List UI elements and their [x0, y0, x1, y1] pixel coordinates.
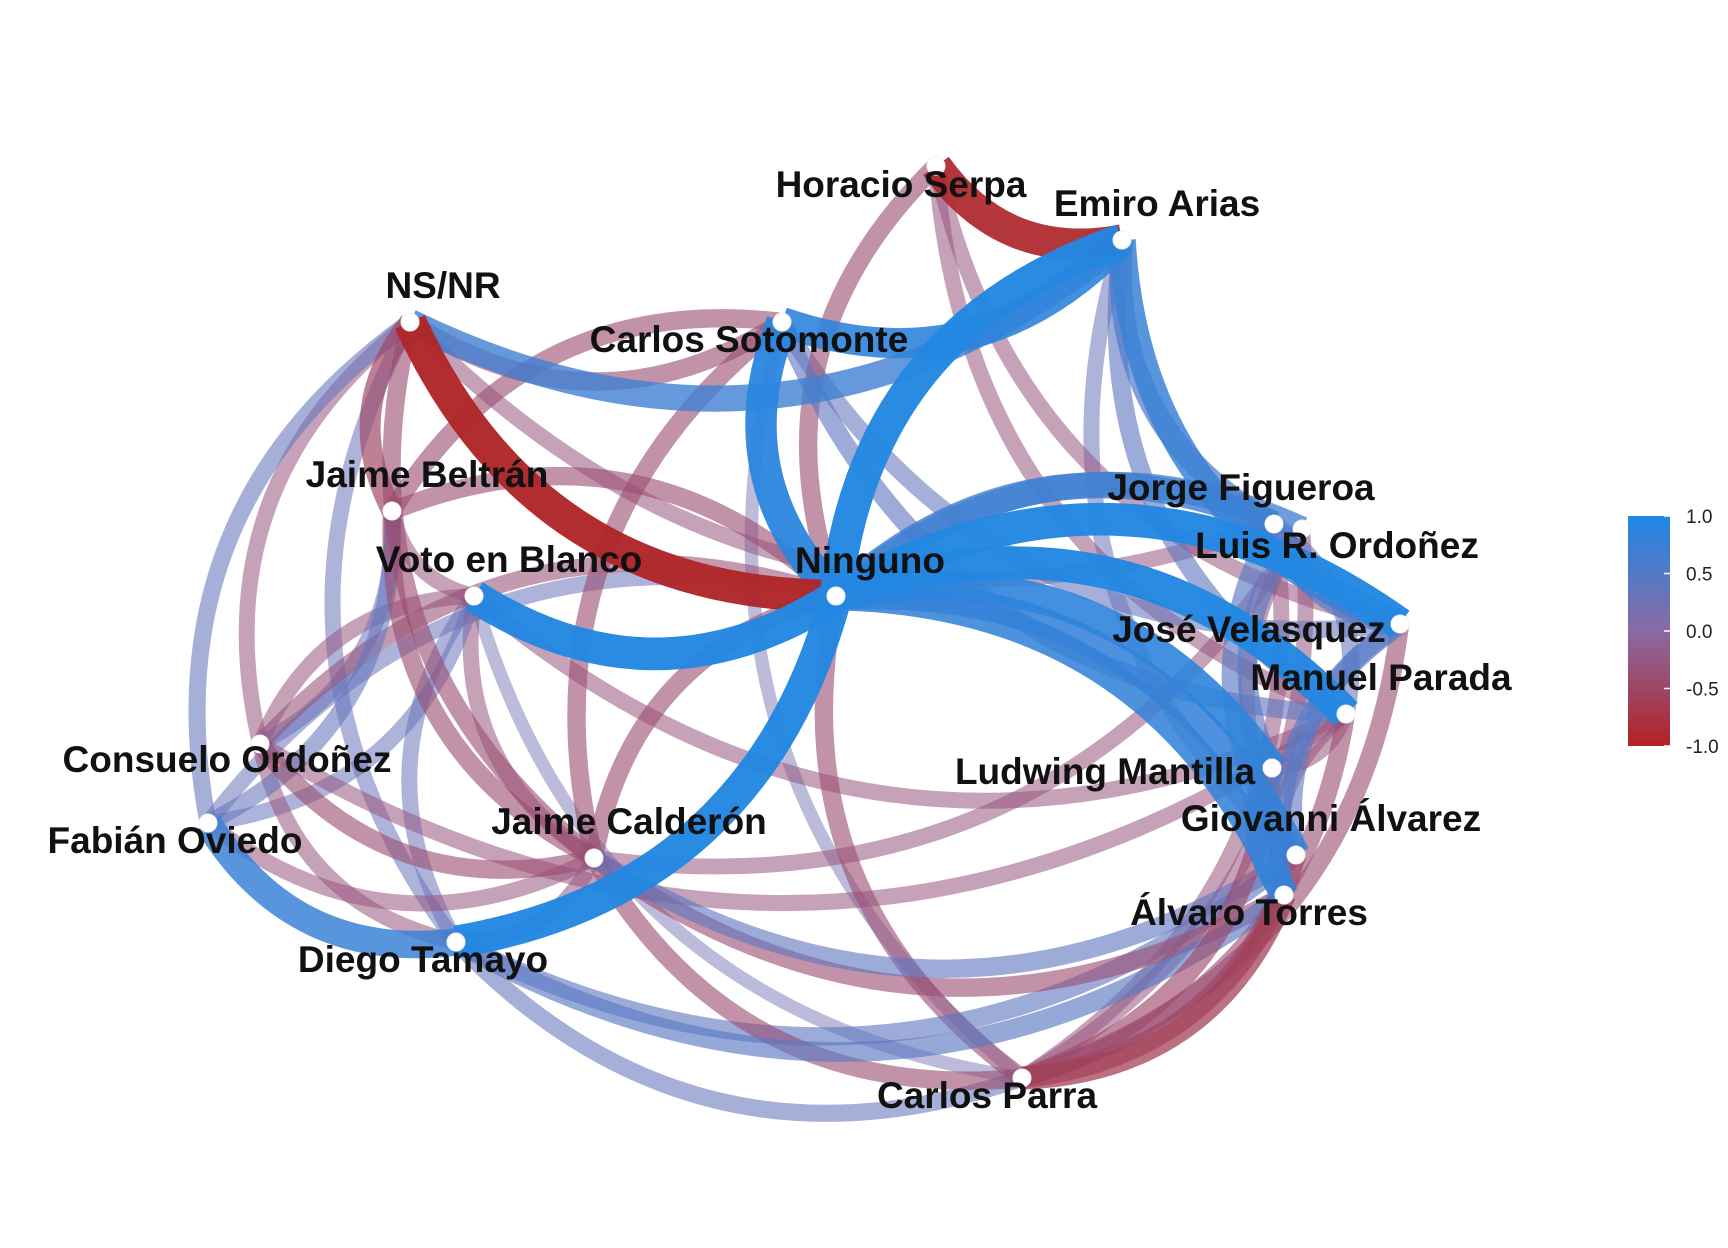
node-alvaro_torres — [1274, 885, 1294, 905]
node-manuel_parada — [1336, 704, 1356, 724]
node-carlos_parra — [1012, 1068, 1032, 1088]
node-label-carlos_sotomonte: Carlos Sotomonte — [590, 319, 909, 360]
node-luis_ordonez — [1292, 519, 1312, 539]
node-jose_velasquez — [1390, 614, 1410, 634]
edges-layer — [188, 156, 1410, 1122]
edge-diego_tamayo-alvaro_torres — [451, 887, 1290, 1062]
edge-carlos_sotomonte-jaime_beltran — [384, 309, 784, 516]
node-label-giovanni_alvarez: Giovanni Álvarez — [1181, 798, 1481, 839]
edge-carlos_sotomonte-ninguno — [745, 316, 848, 607]
node-label-jose_velasquez: José Velasquez — [1112, 609, 1386, 650]
node-label-emiro_arias: Emiro Arias — [1054, 183, 1260, 224]
edge-voto_blanco-diego_tamayo — [401, 591, 481, 946]
node-ninguno — [826, 586, 846, 606]
node-diego_tamayo — [446, 932, 466, 952]
edge-fabian_oviedo-diego_tamayo — [196, 815, 458, 959]
legend-tick-label: 1.0 — [1686, 507, 1712, 528]
node-label-nsnr: NS/NR — [385, 265, 500, 306]
edge-horacio_serpa-ninguno — [798, 159, 943, 600]
edge-voto_blanco-consuelo_ordonez — [252, 588, 475, 748]
edge-nsnr-jaime_beltran — [359, 315, 419, 516]
node-nsnr — [400, 312, 420, 332]
edge-nsnr-jaime_calderon — [382, 319, 600, 866]
legend-tick-label: -0.5 — [1686, 680, 1719, 701]
edge-emiro_arias-ninguno — [819, 224, 1128, 598]
node-label-fabian_oviedo: Fabián Oviedo — [48, 820, 303, 861]
node-label-carlos_parra: Carlos Parra — [877, 1075, 1097, 1116]
edge-alvaro_torres-ninguno — [835, 581, 1298, 901]
edge-nsnr-ninguno — [395, 315, 837, 613]
node-label-luis_ordonez: Luis R. Ordoñez — [1195, 525, 1479, 566]
edge-fabian_oviedo-voto_blanco — [206, 593, 482, 831]
edge-consuelo_ordonez-jaime_calderon — [252, 738, 597, 879]
edge-consuelo_ordonez-manuel_parada — [255, 707, 1351, 911]
node-label-horacio_serpa: Horacio Serpa — [776, 164, 1027, 205]
node-label-jorge_figueroa: Jorge Figueroa — [1107, 467, 1375, 508]
node-ludwing_mantilla — [1262, 758, 1282, 778]
node-label-consuelo_ordonez: Consuelo Ordoñez — [63, 739, 392, 780]
node-carlos_sotomonte — [772, 312, 792, 332]
node-jaime_calderon — [584, 848, 604, 868]
node-label-diego_tamayo: Diego Tamayo — [298, 939, 548, 980]
node-label-ninguno: Ninguno — [795, 540, 945, 581]
node-fabian_oviedo — [198, 813, 218, 833]
edge-fabian_oviedo-jaime_calderon — [203, 816, 598, 912]
node-label-manuel_parada: Manuel Parada — [1250, 657, 1512, 698]
legend-colorbar — [1628, 516, 1670, 746]
edge-diego_tamayo-ninguno — [453, 591, 852, 959]
node-giovanni_alvarez — [1286, 845, 1306, 865]
node-horacio_serpa — [926, 156, 946, 176]
edge-jaime_calderon-carlos_parra — [586, 853, 1023, 1090]
node-label-ludwing_mantilla: Ludwing Mantilla — [955, 751, 1256, 792]
node-jorge_figueroa — [1264, 514, 1284, 534]
labels-layer: Ninguno NS/NR Voto en Blanco Jaime Beltrán C… — [48, 164, 1512, 1116]
node-consuelo_ordonez — [250, 734, 270, 754]
node-label-jaime_beltran: Jaime Beltrán — [306, 454, 549, 495]
color-legend: 1.0 0.5 0.0 -0.5 -1.0 — [1628, 507, 1719, 758]
node-voto_blanco — [464, 586, 484, 606]
edge-nsnr-fabian_oviedo — [188, 315, 415, 825]
node-emiro_arias — [1112, 230, 1132, 250]
edge-carlos_sotomonte-jaime_calderon — [567, 314, 788, 861]
legend-ticks: 1.0 0.5 0.0 -0.5 -1.0 — [1664, 507, 1719, 758]
edge-jaime_beltran-jaime_calderon — [382, 510, 599, 867]
nodes-layer — [198, 156, 1410, 1088]
legend-tick-label: 0.5 — [1686, 565, 1712, 586]
edge-diego_tamayo-carlos_parra — [449, 936, 1025, 1122]
legend-tick-label: 0.0 — [1686, 622, 1712, 643]
edge-manuel_parada-ninguno — [830, 546, 1358, 726]
edge-carlos_parra-alvaro_torres — [1021, 890, 1295, 1090]
edge-jaime_calderon-giovanni_alvarez — [589, 847, 1301, 978]
node-jaime_beltran — [382, 501, 402, 521]
node-label-voto_blanco: Voto en Blanco — [376, 539, 643, 580]
legend-tick-label: -1.0 — [1686, 737, 1719, 758]
node-label-jaime_calderon: Jaime Calderón — [491, 801, 767, 842]
node-label-alvaro_torres: Álvaro Torres — [1130, 892, 1368, 933]
edge-voto_blanco-ninguno — [465, 582, 845, 671]
